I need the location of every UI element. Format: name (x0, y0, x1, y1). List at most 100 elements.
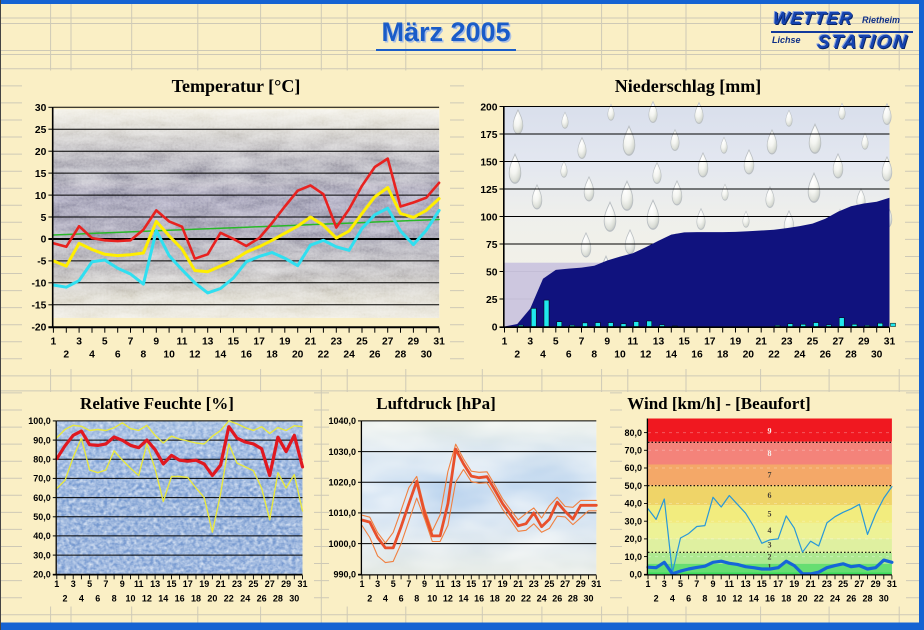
svg-text:16: 16 (241, 349, 253, 360)
svg-text:20: 20 (292, 349, 304, 360)
svg-text:1040,0: 1040,0 (328, 416, 356, 426)
svg-text:14: 14 (158, 594, 168, 604)
svg-text:27: 27 (265, 579, 275, 589)
svg-text:22: 22 (318, 349, 330, 360)
svg-text:7: 7 (406, 579, 411, 589)
svg-text:1: 1 (502, 337, 508, 348)
svg-text:27: 27 (560, 579, 570, 589)
svg-text:26: 26 (846, 594, 856, 604)
svg-text:12: 12 (640, 349, 652, 360)
svg-text:3: 3 (527, 337, 533, 348)
svg-text:31: 31 (884, 337, 896, 348)
svg-text:31: 31 (591, 579, 601, 589)
svg-text:21: 21 (513, 579, 523, 589)
svg-text:12: 12 (732, 594, 742, 604)
svg-text:1010,0: 1010,0 (328, 508, 356, 518)
svg-text:20,0: 20,0 (33, 570, 51, 580)
svg-text:10,0: 10,0 (624, 552, 642, 562)
svg-text:30: 30 (871, 349, 883, 360)
svg-text:26: 26 (257, 594, 267, 604)
svg-text:7: 7 (579, 337, 585, 348)
svg-text:15: 15 (228, 337, 240, 348)
svg-text:10: 10 (427, 594, 437, 604)
svg-text:Relative Feuchte [%]: Relative Feuchte [%] (80, 394, 234, 413)
svg-text:30: 30 (35, 103, 47, 114)
svg-text:200: 200 (480, 102, 497, 113)
svg-text:Temperatur [°C]: Temperatur [°C] (172, 76, 301, 96)
svg-text:8: 8 (112, 594, 117, 604)
svg-text:24: 24 (537, 594, 547, 604)
svg-text:30,0: 30,0 (33, 550, 51, 560)
svg-text:5: 5 (102, 337, 108, 348)
svg-text:6: 6 (566, 349, 572, 360)
svg-text:2: 2 (514, 349, 520, 360)
svg-text:10: 10 (716, 594, 726, 604)
svg-text:11: 11 (435, 579, 445, 589)
svg-text:25: 25 (838, 579, 848, 589)
svg-text:24: 24 (343, 349, 355, 360)
svg-text:4: 4 (383, 594, 388, 604)
svg-text:8: 8 (414, 594, 419, 604)
svg-text:3: 3 (71, 579, 76, 589)
svg-text:29: 29 (281, 579, 291, 589)
svg-text:1020,0: 1020,0 (328, 478, 356, 488)
svg-text:21: 21 (305, 337, 317, 348)
svg-text:-15: -15 (32, 301, 47, 312)
svg-text:-20: -20 (32, 323, 47, 334)
svg-text:7: 7 (768, 471, 772, 480)
svg-text:-10: -10 (32, 279, 47, 290)
svg-text:11: 11 (177, 337, 188, 348)
svg-text:1: 1 (51, 337, 57, 348)
svg-text:25: 25 (544, 579, 554, 589)
svg-text:6: 6 (95, 594, 100, 604)
svg-text:80,0: 80,0 (33, 454, 51, 464)
svg-text:12: 12 (189, 349, 201, 360)
svg-text:1: 1 (359, 579, 364, 589)
svg-text:16: 16 (175, 594, 185, 604)
svg-text:4: 4 (540, 349, 546, 360)
svg-text:17: 17 (704, 337, 716, 348)
svg-text:27: 27 (832, 337, 844, 348)
svg-text:3: 3 (375, 579, 380, 589)
svg-text:Luftdruck [hPa]: Luftdruck [hPa] (376, 394, 495, 413)
svg-text:8: 8 (702, 594, 707, 604)
svg-text:12: 12 (443, 594, 453, 604)
svg-text:40,0: 40,0 (624, 499, 642, 509)
svg-text:1000,0: 1000,0 (328, 539, 356, 549)
svg-text:7: 7 (694, 579, 699, 589)
svg-text:15: 15 (466, 579, 476, 589)
svg-text:5: 5 (87, 579, 92, 589)
svg-text:25: 25 (486, 295, 498, 306)
svg-text:26: 26 (552, 594, 562, 604)
svg-text:18: 18 (781, 594, 791, 604)
svg-text:10: 10 (35, 191, 47, 202)
svg-text:9: 9 (710, 579, 715, 589)
svg-text:25: 25 (35, 125, 47, 136)
svg-text:23: 23 (529, 579, 539, 589)
svg-text:5: 5 (768, 509, 772, 518)
svg-text:9: 9 (153, 337, 159, 348)
svg-text:18: 18 (717, 349, 729, 360)
svg-text:4: 4 (768, 526, 772, 535)
svg-text:19: 19 (279, 337, 291, 348)
svg-text:2: 2 (62, 594, 67, 604)
svg-text:125: 125 (480, 185, 497, 196)
svg-text:4: 4 (670, 594, 675, 604)
svg-text:0: 0 (41, 235, 47, 246)
svg-text:12: 12 (142, 594, 152, 604)
svg-text:9: 9 (422, 579, 427, 589)
svg-text:22: 22 (521, 594, 531, 604)
svg-text:60,0: 60,0 (624, 463, 642, 473)
svg-text:7: 7 (128, 337, 134, 348)
svg-text:23: 23 (232, 579, 242, 589)
svg-text:9: 9 (768, 427, 772, 436)
svg-text:14: 14 (215, 349, 227, 360)
svg-text:1030,0: 1030,0 (328, 447, 356, 457)
svg-text:Wind [km/h] - [Beaufort]: Wind [km/h] - [Beaufort] (627, 394, 810, 413)
svg-text:20,0: 20,0 (624, 534, 642, 544)
svg-text:90,0: 90,0 (33, 435, 51, 445)
svg-text:5: 5 (41, 213, 47, 224)
svg-text:3: 3 (76, 337, 82, 348)
svg-text:16: 16 (474, 594, 484, 604)
svg-text:2: 2 (367, 594, 372, 604)
